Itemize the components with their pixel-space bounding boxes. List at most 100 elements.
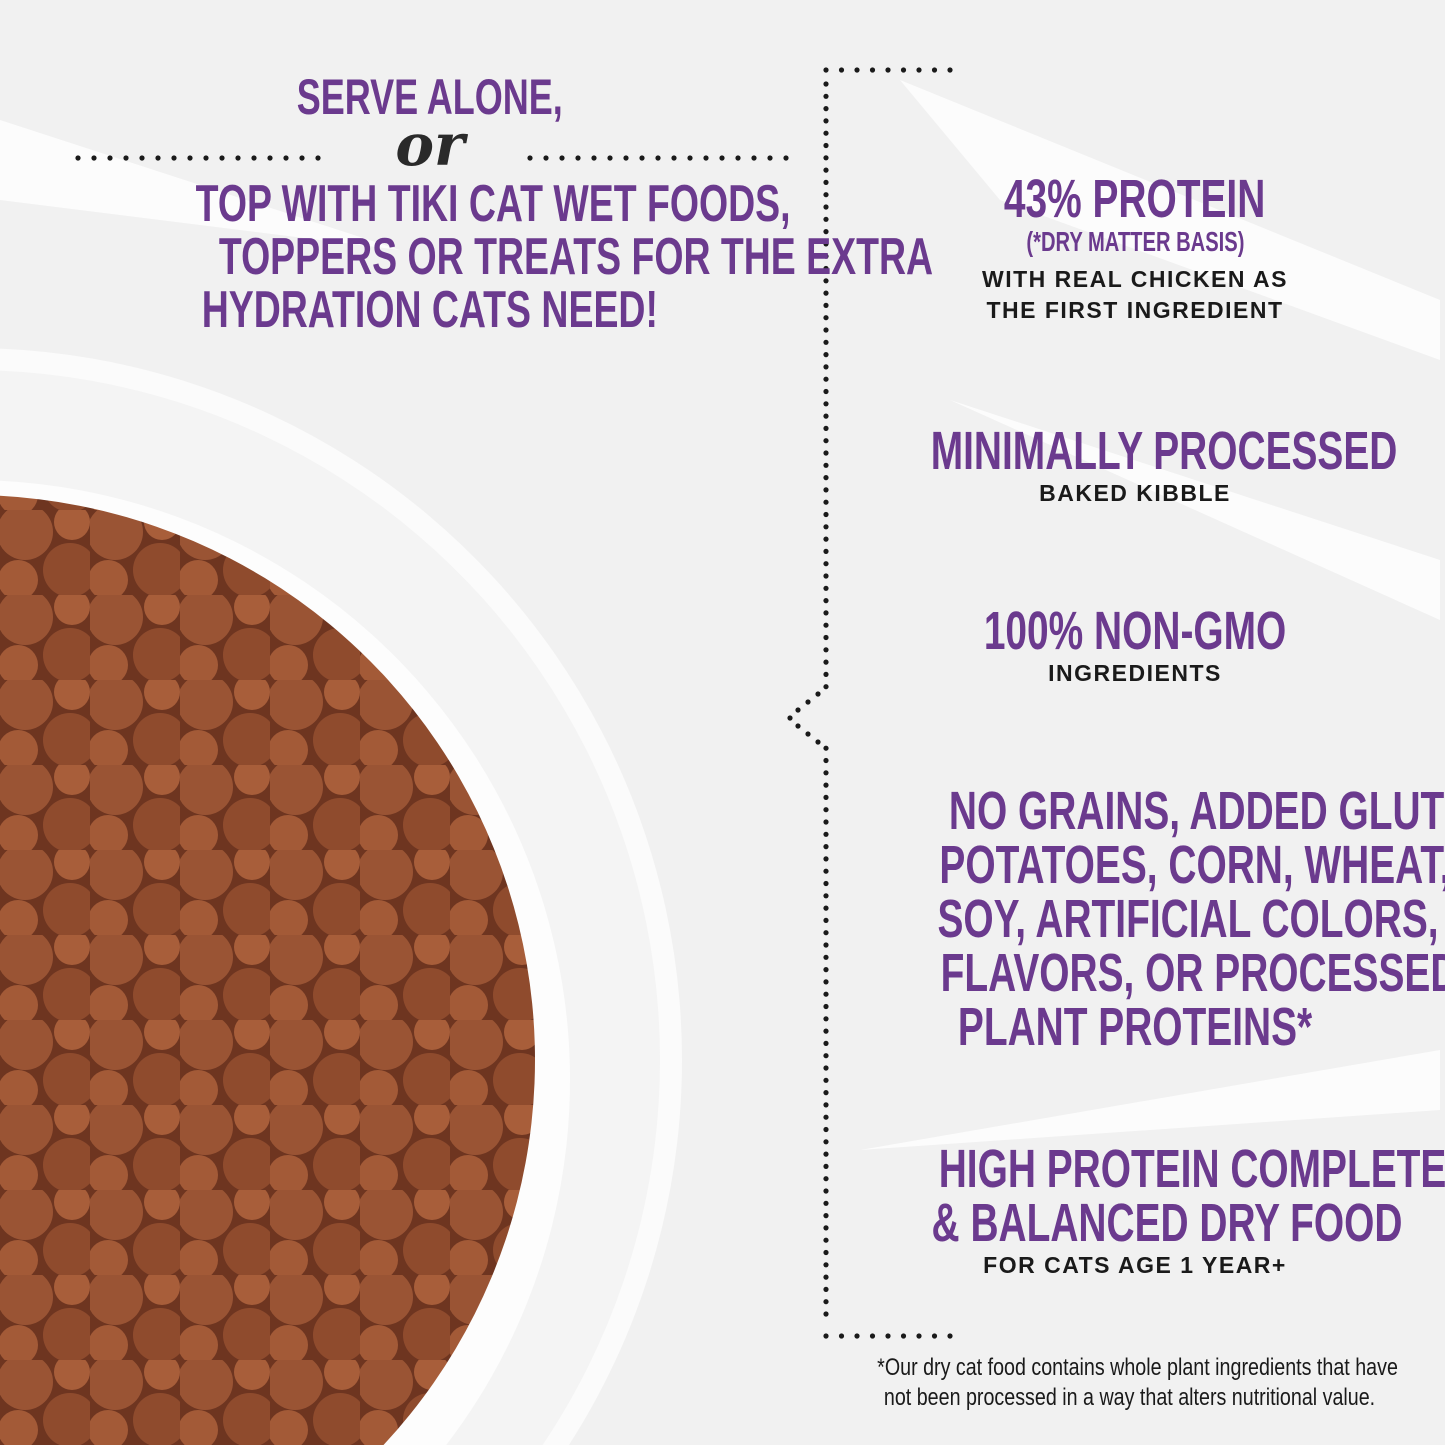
dot [823, 253, 829, 259]
dot [823, 511, 829, 518]
dot [823, 585, 829, 591]
dot [687, 155, 693, 161]
dot [823, 1151, 829, 1157]
dot [823, 659, 829, 665]
dot [885, 1333, 891, 1339]
dot [823, 893, 829, 899]
dot [823, 302, 829, 308]
dot [823, 831, 829, 837]
dot [823, 684, 829, 690]
left-copy: SERVE ALONE, or TOP WITH TIKI CAT WET FO… [80, 72, 933, 337]
dot [823, 81, 829, 87]
dot [823, 1286, 829, 1292]
dot [823, 1225, 829, 1231]
dot [823, 1126, 829, 1133]
dot [823, 1077, 829, 1083]
dot [823, 524, 829, 530]
feature-block: NO GRAINS, ADDED GLUTEN,POTATOES, CORN, … [840, 784, 1445, 1054]
dot [885, 67, 891, 73]
dot [123, 155, 129, 161]
dot [823, 1065, 829, 1071]
dot [823, 819, 829, 825]
dot [823, 770, 829, 776]
dot [823, 67, 829, 73]
dot [931, 1333, 938, 1339]
dot [235, 155, 241, 161]
dot [823, 1139, 829, 1145]
dot [823, 241, 829, 247]
dot [823, 93, 829, 99]
dot [767, 155, 773, 161]
dot [267, 155, 273, 161]
dot [823, 1213, 829, 1219]
dot [823, 130, 829, 136]
dot [823, 364, 829, 370]
dot [155, 155, 161, 161]
feature-block: MINIMALLY PROCESSED BAKED KIBBLE [840, 424, 1430, 513]
subtext-line: TOPPERS OR TREATS FOR THE EXTRA [218, 228, 934, 286]
dot [751, 155, 757, 161]
feature-block: 100% NON-GMO INGREDIENTS [840, 604, 1430, 693]
connector-or: or [395, 111, 465, 179]
dot [107, 155, 113, 161]
dot [823, 425, 829, 431]
feature-title: MINIMALLY PROCESSED [930, 421, 1398, 481]
dot [639, 155, 645, 161]
dot [559, 155, 565, 161]
dot [823, 352, 829, 358]
dot [823, 265, 829, 272]
dot [251, 155, 257, 161]
dot [823, 1053, 829, 1059]
dot [671, 155, 677, 161]
dot [823, 1028, 829, 1034]
dot [838, 67, 845, 73]
dot [823, 1102, 829, 1108]
dot [916, 1333, 922, 1339]
feature-detail: WITH REAL CHICKEN AS [982, 266, 1288, 292]
dot [823, 388, 829, 395]
dot [823, 757, 829, 764]
dot [823, 462, 829, 468]
dot [916, 67, 922, 73]
dot [823, 1114, 829, 1120]
dot [591, 155, 597, 161]
dot [823, 1016, 829, 1022]
dot [869, 1333, 876, 1339]
dot [623, 155, 629, 161]
dot [823, 794, 829, 801]
dot [795, 707, 801, 713]
dot [823, 868, 829, 874]
dot [823, 216, 829, 222]
dot [823, 327, 829, 333]
dot [203, 155, 209, 161]
dot [139, 155, 145, 161]
dot [823, 1163, 829, 1169]
dot [823, 229, 829, 235]
dot [823, 647, 829, 653]
dot [838, 1333, 845, 1339]
dot [823, 1262, 829, 1268]
dot [299, 155, 305, 161]
dot [823, 967, 829, 973]
dot [931, 67, 938, 73]
dot [823, 1274, 829, 1280]
dot [823, 1176, 829, 1182]
dot [823, 610, 829, 616]
dot [815, 739, 821, 745]
dot [823, 192, 829, 198]
dot [823, 548, 829, 555]
dot [823, 499, 829, 505]
dot [823, 1200, 829, 1206]
dot [823, 991, 829, 997]
footnote-line: not been processed in a way that alters … [884, 1384, 1376, 1411]
feature-block: 43% PROTEIN (*DRY MATTER BASIS) WITH REAL … [840, 172, 1430, 330]
dot [823, 179, 829, 185]
dot [823, 438, 829, 444]
dot [823, 745, 829, 751]
dot [575, 155, 581, 161]
dot [823, 634, 829, 641]
dot [719, 155, 725, 161]
subtext-line: TOP WITH TIKI CAT WET FOODS, [195, 175, 791, 233]
dot [823, 1090, 829, 1096]
feature-detail: INGREDIENTS [1048, 660, 1222, 686]
